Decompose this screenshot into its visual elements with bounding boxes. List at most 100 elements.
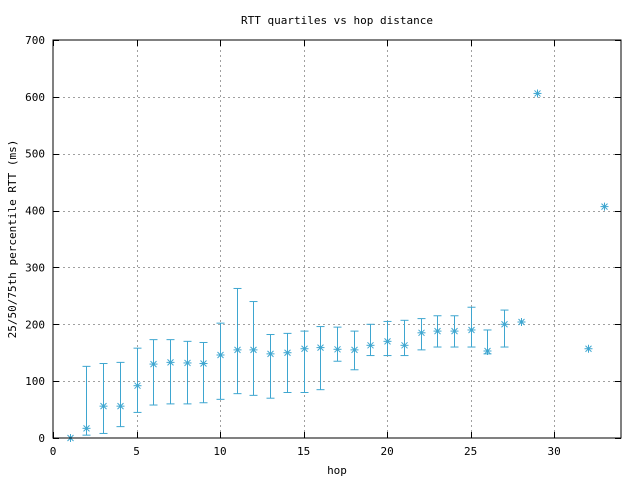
data-points bbox=[66, 89, 609, 442]
error-bar bbox=[300, 330, 309, 394]
error-bar bbox=[183, 340, 192, 405]
marker-stroke bbox=[501, 320, 508, 328]
marker-stroke bbox=[468, 326, 475, 334]
marker-stroke bbox=[585, 345, 592, 353]
data-point bbox=[350, 345, 359, 354]
data-point bbox=[400, 341, 409, 350]
marker-stroke bbox=[484, 347, 491, 355]
x-tick-label: 0 bbox=[50, 445, 57, 458]
marker-stroke bbox=[134, 382, 141, 390]
marker-stroke bbox=[184, 359, 191, 367]
error-bar bbox=[333, 326, 342, 362]
y-tick-labels: 0 100 200 300 400 500 600 700 bbox=[25, 34, 45, 445]
x-tick-label: 20 bbox=[380, 445, 393, 458]
data-point bbox=[450, 327, 459, 336]
marker-stroke bbox=[150, 360, 157, 368]
error-bar bbox=[366, 323, 375, 357]
error-bar bbox=[216, 322, 225, 400]
marker-stroke bbox=[100, 402, 107, 410]
x-tick-label: 10 bbox=[213, 445, 226, 458]
data-point bbox=[366, 341, 375, 350]
data-point bbox=[82, 424, 91, 433]
error-bar bbox=[199, 341, 208, 404]
data-point bbox=[517, 318, 526, 327]
y-axis-label: 25/50/75th percentile RTT (ms) bbox=[6, 140, 19, 339]
error-bar bbox=[166, 339, 175, 405]
data-point bbox=[283, 348, 292, 357]
marker-stroke bbox=[518, 318, 525, 326]
data-point bbox=[199, 359, 208, 368]
marker-stroke bbox=[384, 337, 391, 345]
data-point bbox=[433, 327, 442, 336]
data-point bbox=[116, 402, 125, 411]
x-axis-label: hop bbox=[327, 464, 347, 477]
x-tick-label: 5 bbox=[133, 445, 140, 458]
data-point bbox=[166, 358, 175, 367]
data-point bbox=[133, 381, 142, 390]
marker-stroke bbox=[83, 424, 90, 432]
marker-stroke bbox=[601, 203, 608, 210]
data-point bbox=[533, 89, 542, 98]
y-tick-label: 700 bbox=[25, 34, 45, 47]
x-tick-label: 15 bbox=[297, 445, 310, 458]
data-point bbox=[183, 358, 192, 367]
error-bars bbox=[82, 287, 509, 436]
data-point bbox=[316, 343, 325, 352]
error-bar bbox=[233, 287, 242, 395]
data-point bbox=[333, 345, 342, 354]
marker-stroke bbox=[250, 346, 257, 354]
y-tick-label: 300 bbox=[25, 261, 45, 274]
x-tick-labels: 0 5 10 15 20 25 30 bbox=[50, 445, 561, 458]
data-point bbox=[467, 325, 476, 334]
data-point bbox=[216, 350, 225, 359]
marker-stroke bbox=[301, 345, 308, 353]
axis-ticks bbox=[53, 40, 621, 439]
data-point bbox=[149, 360, 158, 369]
marker-stroke bbox=[117, 402, 124, 410]
error-bar bbox=[283, 332, 292, 394]
plot-frame bbox=[52, 39, 622, 439]
error-bar bbox=[400, 319, 409, 357]
error-bar bbox=[266, 334, 275, 399]
marker-stroke bbox=[167, 359, 174, 366]
marker-stroke bbox=[234, 346, 241, 354]
y-tick-label: 600 bbox=[25, 91, 45, 104]
data-point bbox=[584, 344, 593, 353]
y-tick-label: 0 bbox=[38, 432, 45, 445]
marker-stroke bbox=[367, 341, 374, 349]
marker-stroke bbox=[284, 349, 291, 357]
data-point bbox=[500, 320, 509, 329]
error-bar bbox=[316, 326, 325, 391]
y-tick-label: 200 bbox=[25, 318, 45, 331]
data-point bbox=[483, 347, 492, 356]
data-point bbox=[600, 202, 609, 211]
x-tick-label: 25 bbox=[464, 445, 477, 458]
marker-stroke bbox=[401, 341, 408, 349]
error-bar bbox=[149, 339, 158, 406]
error-bar bbox=[116, 361, 125, 428]
error-bar bbox=[99, 363, 108, 434]
y-tick-label: 500 bbox=[25, 148, 45, 161]
data-point bbox=[417, 328, 426, 337]
data-point bbox=[249, 345, 258, 354]
marker-stroke bbox=[451, 327, 458, 335]
x-tick-label: 30 bbox=[548, 445, 561, 458]
data-point bbox=[233, 345, 242, 354]
marker-stroke bbox=[267, 350, 274, 358]
marker-stroke bbox=[200, 360, 207, 367]
data-point bbox=[99, 402, 108, 411]
error-bar bbox=[500, 309, 509, 348]
marker-stroke bbox=[434, 327, 441, 335]
data-point bbox=[300, 344, 309, 353]
error-bar bbox=[133, 347, 142, 413]
chart-title: RTT quartiles vs hop distance bbox=[241, 14, 433, 27]
error-bar bbox=[82, 365, 91, 436]
marker-stroke bbox=[334, 345, 341, 353]
data-point bbox=[383, 337, 392, 346]
data-point bbox=[266, 349, 275, 358]
y-tick-label: 100 bbox=[25, 375, 45, 388]
marker-stroke bbox=[351, 346, 358, 354]
marker-stroke bbox=[534, 90, 541, 97]
